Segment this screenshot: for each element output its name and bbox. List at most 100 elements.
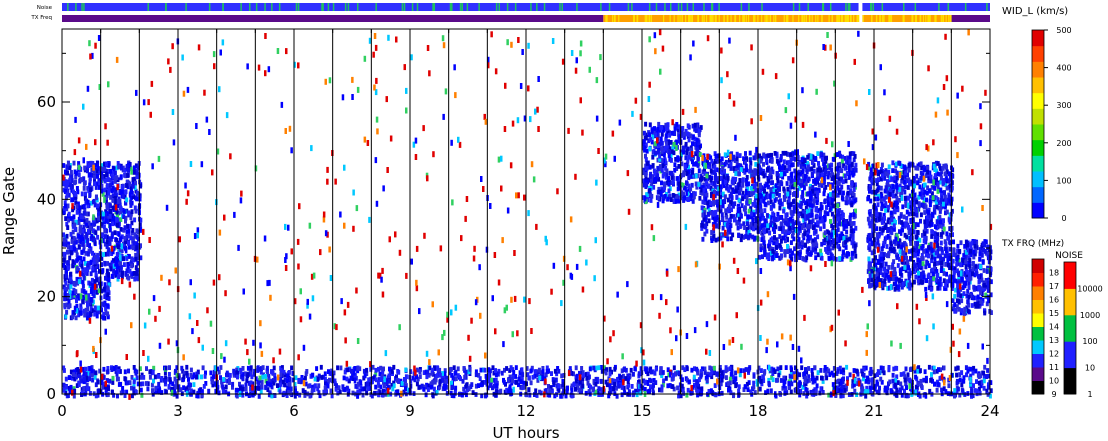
data-point: [898, 249, 902, 255]
data-point: [765, 191, 769, 197]
data-point: [841, 217, 845, 223]
data-point: [72, 281, 76, 287]
data-point: [980, 252, 984, 258]
data-point: [804, 181, 808, 187]
data-point: [737, 185, 741, 191]
data-point: [760, 237, 764, 242]
data-point: [721, 373, 725, 379]
data-point: [642, 167, 646, 173]
data-point: [901, 242, 905, 248]
data-point: [939, 232, 943, 237]
data-point: [752, 183, 756, 189]
data-point: [89, 259, 93, 265]
data-point: [942, 226, 946, 232]
data-point: [132, 180, 135, 186]
data-point: [602, 365, 606, 371]
data-point: [89, 200, 93, 206]
data-point: [85, 233, 89, 239]
data-point: [852, 187, 856, 193]
data-point: [120, 190, 123, 195]
data-point: [110, 273, 114, 279]
data-point: [68, 255, 72, 261]
data-point: [88, 391, 92, 396]
txfreq-strip-tick: [775, 15, 777, 22]
data-point: [855, 392, 859, 397]
data-point: [792, 208, 796, 214]
txfreq-strip-tick: [663, 15, 665, 22]
data-point: [875, 232, 879, 237]
data-point: [854, 225, 858, 231]
data-point: [840, 184, 844, 190]
data-point: [848, 196, 852, 202]
data-point: [828, 241, 832, 247]
data-point: [673, 131, 677, 136]
data-point: [644, 177, 648, 183]
data-point: [651, 134, 655, 140]
data-point: [908, 285, 912, 291]
data-point: [660, 146, 664, 152]
data-point: [832, 175, 836, 181]
data-point: [835, 240, 839, 245]
data-point: [715, 199, 719, 205]
data-point: [850, 202, 854, 208]
txfreq-strip-tick: [761, 15, 763, 22]
noise-strip-tick: [222, 3, 224, 11]
data-point: [706, 200, 710, 206]
data-point: [989, 266, 993, 272]
data-point: [923, 228, 927, 234]
data-point: [98, 368, 102, 374]
data-point: [814, 249, 818, 255]
data-point: [984, 280, 988, 285]
data-point: [64, 195, 68, 201]
data-point: [77, 220, 81, 226]
txfreq-strip-tick: [633, 15, 635, 22]
data-point: [65, 309, 69, 315]
data-point: [766, 153, 770, 159]
data-point: [769, 189, 773, 195]
data-point: [770, 166, 774, 172]
data-point: [873, 277, 877, 283]
data-point: [81, 242, 85, 247]
data-point: [699, 190, 703, 195]
data-point: [685, 180, 688, 186]
data-point: [660, 188, 664, 194]
data-point: [880, 162, 884, 168]
data-point: [92, 237, 96, 243]
data-point: [74, 239, 78, 245]
data-point: [669, 197, 673, 202]
noise-strip-tick: [807, 3, 809, 11]
data-point: [898, 282, 902, 288]
data-point: [104, 275, 107, 281]
data-point: [720, 212, 724, 218]
noise-strip-label: Noise: [37, 5, 53, 11]
noise-strip-tick: [711, 3, 713, 11]
txfreq-strip-tick: [841, 15, 843, 22]
data-point: [920, 271, 923, 277]
data-point: [934, 201, 938, 207]
data-point: [954, 252, 958, 258]
data-point: [82, 275, 86, 281]
data-point: [930, 222, 934, 227]
data-point: [970, 240, 974, 246]
data-point: [139, 255, 143, 261]
data-point: [71, 259, 75, 264]
txfreq-strip-tick: [711, 15, 713, 22]
noise-strip-tick: [740, 3, 743, 11]
data-point: [113, 179, 117, 184]
data-point: [751, 221, 755, 227]
data-point: [704, 196, 708, 202]
data-point: [952, 252, 956, 257]
data-point: [956, 243, 960, 249]
data-point: [799, 164, 803, 169]
data-point: [763, 208, 767, 213]
data-point: [937, 281, 941, 287]
txfreq-strip-tick: [914, 15, 917, 22]
data-point: [838, 221, 841, 227]
data-point: [672, 141, 676, 147]
data-point: [923, 234, 927, 239]
txfreq-strip-tick: [747, 15, 750, 22]
data-point: [656, 126, 660, 132]
noise-strip-tick: [631, 3, 633, 11]
data-point: [600, 369, 604, 374]
data-point: [806, 251, 810, 257]
